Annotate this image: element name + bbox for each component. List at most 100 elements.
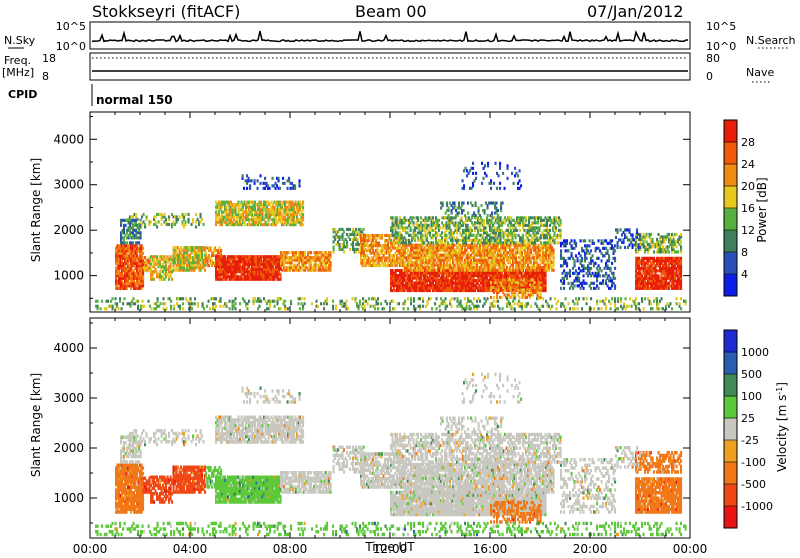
power-cell: [326, 256, 329, 260]
power-cell: [184, 246, 187, 250]
power-cell: [140, 261, 143, 265]
power-cell: [254, 208, 257, 212]
power-cell: [338, 235, 341, 239]
power-cell: [139, 254, 142, 258]
power-cell: [125, 266, 128, 270]
power-cell: [278, 272, 281, 276]
power-cell: [337, 235, 340, 239]
power-cell: [260, 203, 263, 207]
power-cell: [267, 208, 270, 212]
power-cell: [466, 223, 469, 227]
power-cell: [240, 257, 243, 261]
power-cell: [281, 253, 284, 257]
power-cell: [129, 215, 132, 219]
power-cell: [240, 215, 243, 219]
power-cell: [279, 208, 282, 212]
power-cell: [125, 279, 128, 283]
power-cell: [240, 272, 243, 276]
power-cell: [272, 223, 275, 227]
power-cell: [221, 260, 224, 264]
power-cell: [195, 246, 198, 250]
power-cell: [153, 277, 156, 281]
power-cell: [130, 244, 133, 248]
power-cell: [174, 248, 177, 252]
power-cell: [127, 264, 130, 268]
power-cell: [169, 267, 172, 271]
power-cell: [119, 249, 122, 253]
power-cell: [239, 257, 242, 261]
power-cell: [282, 210, 285, 214]
power-cell: [172, 215, 175, 219]
power-cell: [228, 215, 231, 219]
power-cell: [122, 249, 125, 253]
power-cell: [177, 246, 180, 250]
power-cell: [133, 264, 136, 268]
power-cell: [127, 274, 130, 278]
power-cell: [558, 241, 561, 245]
power-cell: [187, 253, 190, 257]
power-cell: [165, 260, 168, 264]
power-cell: [275, 200, 278, 204]
power-cell: [234, 210, 237, 214]
power-cell: [121, 279, 124, 283]
power-cell: [275, 220, 278, 224]
nave-label: Nave: [746, 66, 774, 79]
power-cell: [121, 259, 124, 263]
power-cell: [239, 267, 242, 271]
power-cell: [127, 254, 130, 258]
power-cell: [287, 258, 290, 262]
power-cell: [120, 231, 123, 235]
power-cell: [123, 241, 126, 245]
power-cell: [218, 260, 221, 264]
power-cell: [215, 218, 218, 222]
power-cell: [254, 260, 257, 264]
power-cell: [234, 277, 237, 281]
power-cell: [136, 249, 139, 253]
power-cell: [234, 260, 237, 264]
power-cell: [267, 213, 270, 217]
power-cell: [187, 268, 190, 272]
power-cell: [183, 253, 186, 257]
power-cell: [314, 251, 317, 255]
power-cell: [178, 261, 181, 265]
power-cell: [139, 246, 142, 250]
power-cell: [246, 275, 249, 279]
power-cell: [142, 259, 145, 263]
power-cell: [130, 256, 133, 260]
power-cell: [227, 218, 230, 222]
power-cell: [261, 203, 264, 207]
power-cell: [325, 251, 328, 255]
power-cell: [119, 271, 122, 275]
power-cell: [131, 271, 134, 275]
power-cell: [134, 274, 137, 278]
power-cell: [237, 277, 240, 281]
power-cell: [246, 210, 249, 214]
power-cell: [272, 203, 275, 207]
power-cell: [346, 232, 349, 236]
power-cell: [293, 220, 296, 224]
power-cell: [225, 260, 228, 264]
power-cell: [230, 270, 233, 274]
power-cell: [133, 236, 136, 240]
power-cell: [305, 256, 308, 260]
power-cell: [192, 263, 195, 267]
power-cell: [332, 250, 335, 254]
power-cell: [201, 251, 204, 255]
power-cell: [559, 228, 562, 232]
power-cell: [196, 253, 199, 257]
power-cell: [144, 268, 147, 272]
power-cell: [288, 218, 291, 222]
power-cell: [298, 268, 301, 272]
power-cell: [266, 210, 269, 214]
power-cell: [195, 256, 198, 260]
power-cell: [137, 286, 140, 290]
power-cell: [174, 215, 177, 219]
power-cell: [234, 275, 237, 279]
power-cell: [230, 218, 233, 222]
power-cell: [296, 210, 299, 214]
power-cell: [338, 245, 341, 249]
power-cell: [186, 248, 189, 252]
power-cell: [332, 240, 335, 244]
power-cell: [254, 270, 257, 274]
power-cell: [275, 272, 278, 276]
